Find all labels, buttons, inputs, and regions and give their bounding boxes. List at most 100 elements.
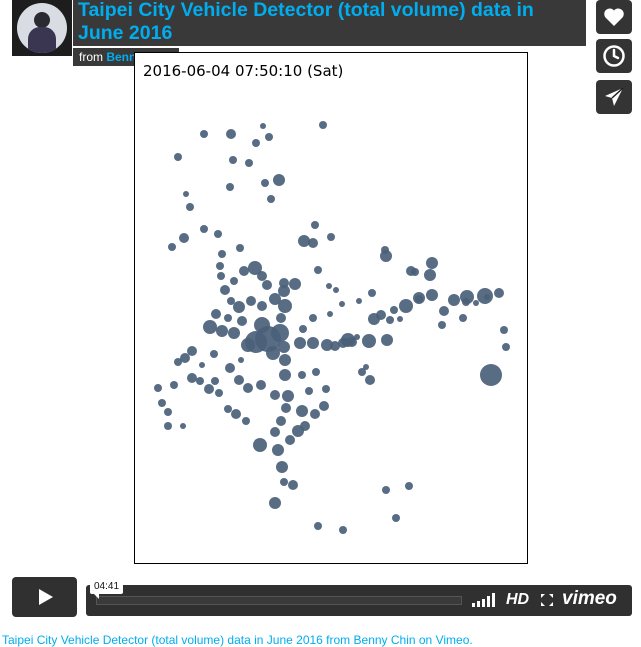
detector-bubble [164,422,172,430]
detector-bubble [363,364,369,370]
detector-bubble [278,299,292,313]
detector-bubble [183,191,189,197]
detector-bubble [273,174,285,186]
detector-bubble [339,526,347,534]
detector-bubble [288,480,298,490]
detector-bubble [215,389,223,397]
detector-bubble [220,285,230,295]
detector-bubble [312,368,320,376]
detector-bubble [224,405,232,413]
detector-bubble [217,272,225,280]
detector-bubble [500,326,508,334]
detector-bubble [319,121,327,129]
detector-bubble [154,384,162,392]
vimeo-logo[interactable]: vimeo [562,588,617,609]
detector-bubble [347,337,357,347]
byline-prefix: from [79,50,103,64]
detector-bubble [285,435,295,445]
detector-bubble [179,233,189,243]
detector-bubble [216,325,228,337]
detector-bubble [210,350,218,358]
detector-bubble [211,309,221,319]
detector-bubble [230,277,238,285]
detector-bubble [254,317,270,333]
detector-bubble [326,283,332,289]
detector-bubble [308,238,318,248]
detector-bubble [272,444,284,456]
avatar-image [17,3,67,53]
detector-bubble [257,301,267,311]
detector-bubble [424,269,436,281]
detector-bubble [459,314,467,322]
detector-bubble [269,497,281,509]
play-button[interactable] [12,577,77,617]
detector-bubble [390,306,398,314]
detector-bubble [265,133,273,141]
share-button[interactable] [596,80,632,114]
detector-bubble [426,289,438,301]
play-icon [38,589,53,605]
fullscreen-icon[interactable] [540,593,554,607]
footer-link[interactable]: Taipei City Vehicle Detector (total volu… [2,633,473,647]
detector-bubble [199,362,205,368]
detector-bubble [276,416,286,426]
detector-bubble [327,233,335,241]
detector-bubble [236,244,244,252]
detector-bubble [214,230,222,238]
detector-bubble [229,156,237,164]
detector-bubble [392,514,400,522]
video-frame[interactable] [134,52,528,564]
detector-bubble [300,421,310,431]
watch-later-button[interactable] [596,39,632,73]
clock-icon [603,45,625,67]
detector-bubble [339,301,345,307]
detector-bubble [226,183,234,191]
player-controls: 04:41 HD vimeo [12,577,632,617]
detector-bubble [174,153,182,161]
detector-bubble [314,522,322,530]
volume-icon[interactable] [472,593,498,607]
detector-bubble [362,334,376,348]
detector-bubble [368,289,376,297]
detector-bubble [241,338,255,352]
hd-toggle[interactable]: HD [506,591,530,608]
detector-bubble [365,375,375,385]
detector-bubble [242,417,250,425]
detector-bubble [439,306,449,316]
heart-icon [604,8,624,27]
video-title[interactable]: Taipei City Vehicle Detector (total volu… [78,0,534,44]
detector-bubble [299,325,307,333]
progress-bar[interactable] [96,596,462,605]
detector-bubble [382,486,390,494]
detector-bubble [354,334,360,340]
detector-bubble [319,401,329,411]
detector-bubble [266,346,280,360]
detector-bubble [211,377,219,385]
detector-bubble [294,337,306,349]
detector-bubble [307,337,319,349]
detector-bubble [233,301,245,313]
like-button[interactable] [596,0,632,34]
control-bar: HD vimeo [86,585,632,616]
detector-bubble [269,293,281,305]
detector-bubble [381,246,389,254]
detector-bubble [438,321,446,329]
detector-bubble [289,278,301,290]
detector-bubble [399,299,413,313]
detector-bubble [278,285,290,297]
author-avatar[interactable] [12,0,72,56]
frame-timestamp: 2016-06-04 07:50:10 (Sat) [143,62,344,80]
detector-bubble [228,327,240,339]
detector-bubble [333,287,339,293]
detector-bubble [270,427,280,437]
detector-bubble [270,390,280,400]
detector-bubble [282,390,294,402]
detector-bubble [234,375,244,385]
detector-bubble [462,298,470,306]
detector-bubble [196,377,204,385]
detector-bubble [180,353,190,363]
detector-bubble [186,203,194,211]
detector-bubble [415,295,423,303]
detector-bubble [164,408,172,416]
